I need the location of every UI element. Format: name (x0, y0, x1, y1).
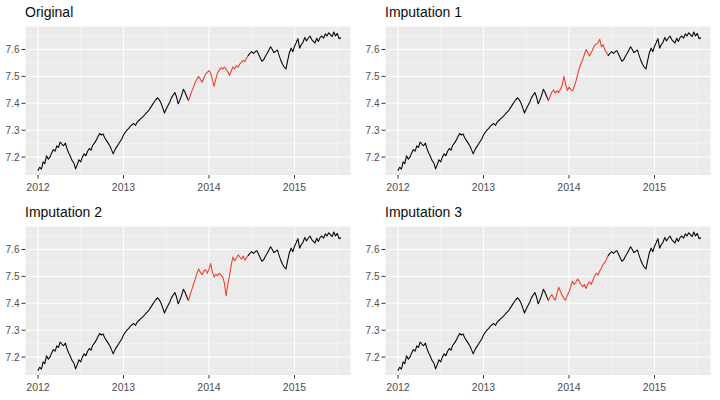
x-tick-label: 2012 (386, 181, 410, 193)
y-tick-label: 7.3 (366, 125, 380, 136)
panel-original: Original 7.27.37.47.57.62012201320142015 (0, 0, 360, 200)
x-tick-label: 2014 (197, 181, 221, 193)
y-tick-label: 7.2 (6, 152, 20, 163)
x-tick-label: 2013 (472, 181, 496, 193)
y-tick-label: 7.3 (366, 325, 380, 336)
y-tick-label: 7.5 (366, 71, 380, 82)
imputation-comparison-figure: Original 7.27.37.47.57.62012201320142015… (0, 0, 720, 400)
panel-imputation-1: Imputation 1 7.27.37.47.57.6201220132014… (360, 0, 720, 200)
plot-original: 7.2 7.3 7.4 7.5 7.6 2012 2013 2014 2015 (0, 0, 360, 200)
y-tick-label: 7.6 (366, 244, 380, 255)
y-tick-label: 7.5 (6, 271, 20, 282)
x-tick-label: 2014 (197, 381, 221, 393)
plot-imputation-1: 7.2 7.3 7.4 7.5 7.6 2012 2013 2014 2015 (360, 0, 720, 200)
y-tick-label: 7.4 (366, 298, 380, 309)
x-tick-label: 2012 (386, 381, 410, 393)
y-tick-label: 7.4 (6, 298, 20, 309)
y-tick-label: 7.3 (6, 125, 20, 136)
y-tick-label: 7.6 (366, 44, 380, 55)
y-tick-label: 7.2 (6, 352, 20, 363)
x-tick-label: 2014 (557, 381, 581, 393)
x-tick-label: 2015 (283, 181, 307, 193)
y-tick-label: 7.4 (6, 98, 20, 109)
x-tick-label: 2015 (643, 181, 667, 193)
y-tick-label: 7.6 (6, 244, 20, 255)
panel-imputation-3: Imputation 3 7.27.37.47.57.6201220132014… (360, 200, 720, 400)
y-tick-label: 7.2 (366, 152, 380, 163)
y-tick-label: 7.3 (6, 325, 20, 336)
y-tick-label: 7.6 (6, 44, 20, 55)
y-tick-label: 7.2 (366, 352, 380, 363)
x-tick-label: 2013 (472, 381, 496, 393)
x-tick-label: 2015 (283, 381, 307, 393)
x-tick-label: 2014 (557, 181, 581, 193)
x-tick-label: 2015 (643, 381, 667, 393)
plot-imputation-3: 7.2 7.3 7.4 7.5 7.6 2012 2013 2014 2015 (360, 200, 720, 400)
x-tick-label: 2012 (26, 381, 50, 393)
y-tick-label: 7.4 (366, 98, 380, 109)
x-tick-label: 2013 (112, 381, 136, 393)
x-tick-label: 2013 (112, 181, 136, 193)
plot-imputation-2: 7.2 7.3 7.4 7.5 7.6 2012 2013 2014 2015 (0, 200, 360, 400)
y-tick-label: 7.5 (6, 71, 20, 82)
panel-imputation-2: Imputation 2 7.27.37.47.57.6201220132014… (0, 200, 360, 400)
x-tick-label: 2012 (26, 181, 50, 193)
y-tick-label: 7.5 (366, 271, 380, 282)
